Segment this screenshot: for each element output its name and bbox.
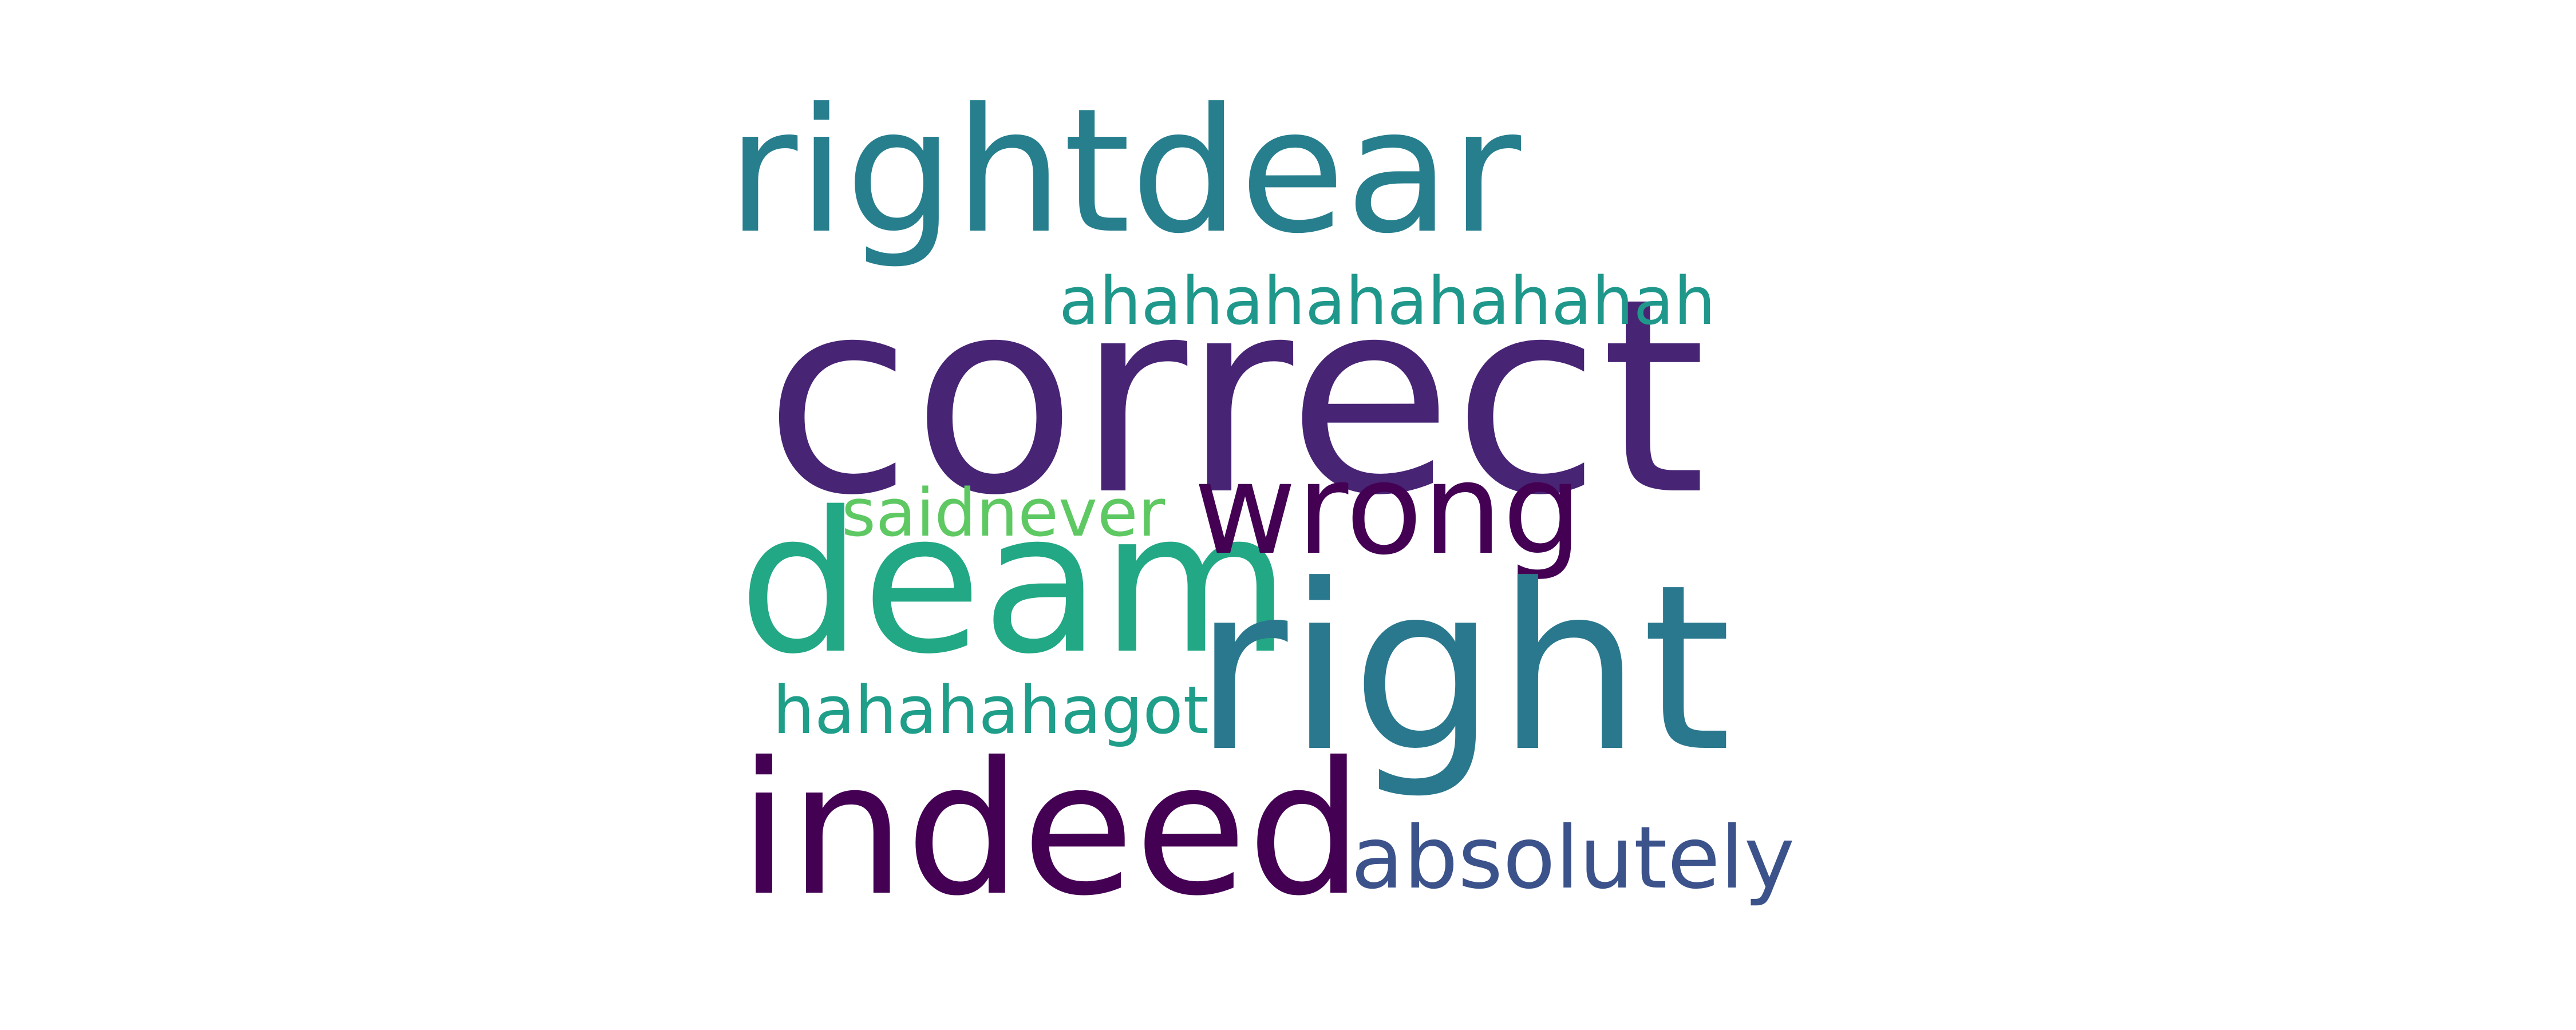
- word-correct: correct: [764, 241, 1706, 554]
- word-absolutely: absolutely: [1351, 809, 1795, 908]
- word-rightdear: rightdear: [727, 72, 1522, 271]
- word-hahahahagot: hahahahagot: [773, 672, 1209, 749]
- word-ahahahahahahahah: ahahahahahahahah: [1059, 263, 1716, 340]
- word-wrong: wrong: [1194, 436, 1583, 583]
- word-deam: deam: [738, 470, 1291, 697]
- word-right: right: [1194, 536, 1732, 802]
- word-saidnever: saidnever: [841, 475, 1165, 552]
- word-indeed: indeed: [738, 723, 1364, 936]
